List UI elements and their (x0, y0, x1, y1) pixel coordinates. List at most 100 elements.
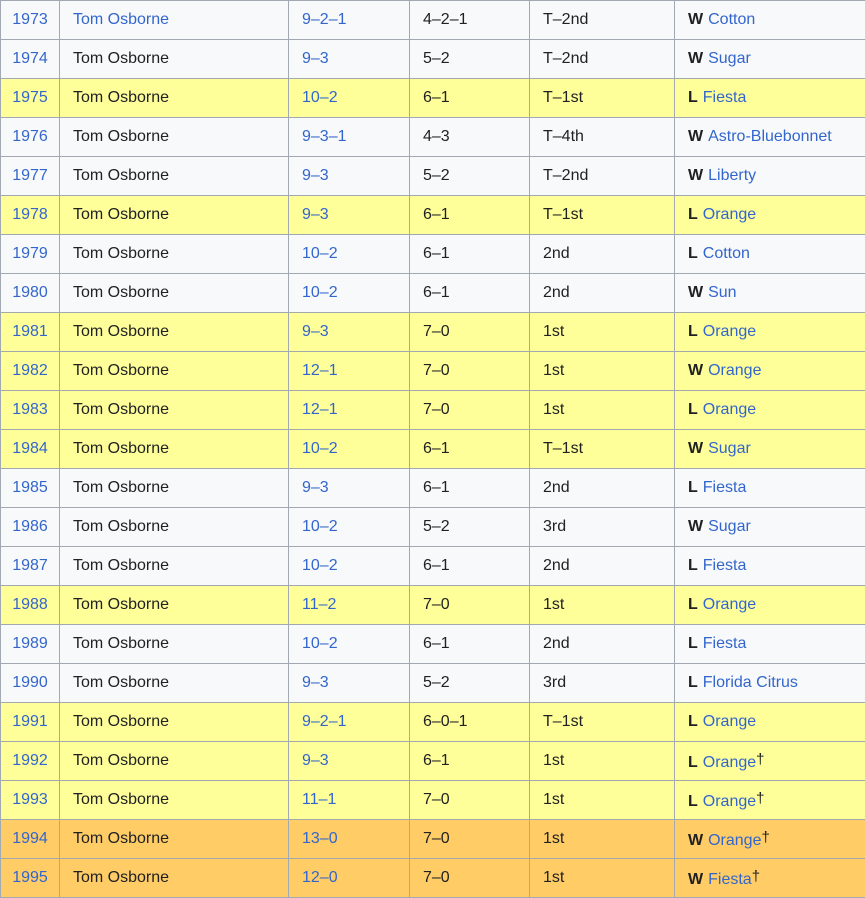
overall-record-link[interactable]: 13–0 (302, 830, 338, 847)
bowl-link[interactable]: Orange (708, 832, 761, 849)
overall-record-link[interactable]: 10–2 (302, 557, 338, 574)
coach-name: Tom Osborne (73, 830, 169, 847)
overall-record-link[interactable]: 9–3 (302, 167, 329, 184)
overall-record-cell: 10–2 (289, 274, 410, 313)
bowl-link[interactable]: Florida Citrus (703, 674, 798, 691)
year-link[interactable]: 1980 (12, 284, 48, 301)
conference-record: 6–1 (423, 440, 450, 457)
bowl-link[interactable]: Orange (703, 596, 756, 613)
year-link[interactable]: 1987 (12, 557, 48, 574)
conference-record-cell: 5–2 (410, 508, 530, 547)
bowl-link[interactable]: Orange (703, 754, 756, 771)
conference-record: 6–1 (423, 752, 450, 769)
coach-cell: Tom Osborne (60, 235, 289, 274)
year-link[interactable]: 1977 (12, 167, 48, 184)
year-link[interactable]: 1984 (12, 440, 48, 457)
bowl-link[interactable]: Sugar (708, 440, 751, 457)
bowl-link[interactable]: Fiesta (703, 557, 747, 574)
overall-record-link[interactable]: 10–2 (302, 284, 338, 301)
year-link[interactable]: 1982 (12, 362, 48, 379)
overall-record-link[interactable]: 10–2 (302, 635, 338, 652)
overall-record-link[interactable]: 9–3–1 (302, 128, 347, 145)
bowl-result: W (688, 50, 703, 67)
bowl-link[interactable]: Fiesta (708, 871, 752, 888)
overall-record-link[interactable]: 9–3 (302, 50, 329, 67)
standing-cell: 1st (530, 820, 675, 859)
bowl-link[interactable]: Fiesta (703, 479, 747, 496)
overall-record-link[interactable]: 12–0 (302, 869, 338, 886)
overall-record-link[interactable]: 11–1 (302, 791, 336, 808)
standing-cell: 3rd (530, 508, 675, 547)
coach-cell: Tom Osborne (60, 508, 289, 547)
bowl-link[interactable]: Orange (703, 793, 756, 810)
overall-record-link[interactable]: 9–3 (302, 479, 329, 496)
year-cell: 1989 (1, 625, 60, 664)
year-link[interactable]: 1993 (12, 791, 48, 808)
year-link[interactable]: 1994 (12, 830, 48, 847)
year-link[interactable]: 1985 (12, 479, 48, 496)
year-cell: 1981 (1, 313, 60, 352)
coach-cell: Tom Osborne (60, 742, 289, 781)
bowl-link[interactable]: Orange (703, 206, 756, 223)
overall-record-link[interactable]: 11–2 (302, 596, 336, 613)
bowl-link[interactable]: Sugar (708, 518, 751, 535)
year-link[interactable]: 1995 (12, 869, 48, 886)
bowl-link[interactable]: Fiesta (703, 635, 747, 652)
overall-record-link[interactable]: 10–2 (302, 89, 338, 106)
year-link[interactable]: 1974 (12, 50, 48, 67)
coach-cell: Tom Osborne (60, 547, 289, 586)
year-link[interactable]: 1979 (12, 245, 48, 262)
conference-record-cell: 4–2–1 (410, 1, 530, 40)
year-link[interactable]: 1981 (12, 323, 48, 340)
conference-record-cell: 7–0 (410, 586, 530, 625)
bowl-result: L (688, 754, 698, 771)
bowl-link[interactable]: Liberty (708, 167, 756, 184)
overall-record-link[interactable]: 9–3 (302, 206, 329, 223)
year-link[interactable]: 1992 (12, 752, 48, 769)
bowl-link[interactable]: Fiesta (703, 89, 747, 106)
bowl-link[interactable]: Sugar (708, 50, 751, 67)
coach-link[interactable]: Tom Osborne (73, 11, 169, 28)
coach-name: Tom Osborne (73, 128, 169, 145)
overall-record-link[interactable]: 10–2 (302, 440, 338, 457)
standing: T–2nd (543, 50, 588, 67)
year-link[interactable]: 1973 (12, 11, 48, 28)
year-link[interactable]: 1976 (12, 128, 48, 145)
year-link[interactable]: 1991 (12, 713, 48, 730)
overall-record-link[interactable]: 9–3 (302, 323, 329, 340)
overall-record-link[interactable]: 9–2–1 (302, 11, 347, 28)
bowl-link[interactable]: Sun (708, 284, 736, 301)
bowl-link[interactable]: Cotton (708, 11, 755, 28)
bowl-link[interactable]: Astro-Bluebonnet (708, 128, 832, 145)
bowl-link[interactable]: Orange (703, 713, 756, 730)
overall-record-link[interactable]: 12–1 (302, 401, 338, 418)
overall-record-link[interactable]: 10–2 (302, 245, 338, 262)
bowl-link[interactable]: Cotton (703, 245, 750, 262)
year-link[interactable]: 1978 (12, 206, 48, 223)
year-link[interactable]: 1988 (12, 596, 48, 613)
bowl-link[interactable]: Orange (703, 323, 756, 340)
overall-record-link[interactable]: 12–1 (302, 362, 338, 379)
overall-record-link[interactable]: 10–2 (302, 518, 338, 535)
year-cell: 1980 (1, 274, 60, 313)
bowl-link[interactable]: Orange (708, 362, 761, 379)
overall-record-link[interactable]: 9–2–1 (302, 713, 347, 730)
overall-record-cell: 10–2 (289, 625, 410, 664)
bowl-link[interactable]: Orange (703, 401, 756, 418)
year-link[interactable]: 1975 (12, 89, 48, 106)
year-link[interactable]: 1983 (12, 401, 48, 418)
standing: 2nd (543, 284, 570, 301)
year-link[interactable]: 1990 (12, 674, 48, 691)
year-link[interactable]: 1989 (12, 635, 48, 652)
conference-record-cell: 6–1 (410, 79, 530, 118)
coach-name: Tom Osborne (73, 557, 169, 574)
conference-record-cell: 6–1 (410, 196, 530, 235)
overall-record-link[interactable]: 9–3 (302, 752, 329, 769)
overall-record-link[interactable]: 9–3 (302, 674, 329, 691)
year-link[interactable]: 1986 (12, 518, 48, 535)
conference-record: 7–0 (423, 830, 450, 847)
